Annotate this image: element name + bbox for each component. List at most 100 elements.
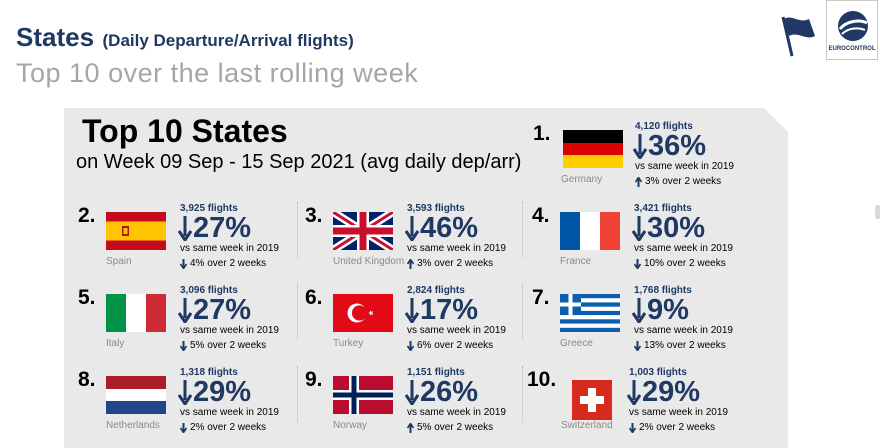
country-name: Norway [333, 420, 367, 431]
country-name: Turkey [333, 338, 364, 349]
down-arrow-icon [632, 298, 646, 323]
state-entry: 7. Greece 1,768 flights 9% vs same week … [532, 285, 752, 366]
rank-number: 10. [527, 368, 557, 391]
two-week-text: 3% over 2 weeks [645, 176, 722, 187]
norway-flag-icon [333, 376, 393, 419]
rank-number: 9. [305, 368, 323, 391]
percent-change: 29% [627, 377, 700, 407]
rank-number: 8. [78, 368, 96, 391]
flights-count: 3,593 flights [407, 203, 465, 214]
logo-text: EUROCONTROL [828, 46, 876, 52]
comparison-label: vs same week in 2019 [629, 407, 728, 418]
divider [297, 202, 299, 258]
percent-value: 17% [420, 294, 479, 326]
down-arrow-icon [407, 340, 414, 351]
divider [297, 284, 299, 340]
uk-flag-icon [330, 208, 396, 255]
flights-count: 3,421 flights [634, 203, 692, 214]
percent-change: 9% [632, 295, 689, 325]
down-arrow-icon [180, 340, 187, 351]
switzerland-flag-icon [572, 380, 612, 425]
down-arrow-icon [405, 380, 419, 405]
state-entry: 6. Turkey 2,824 flights 17% vs same week… [305, 285, 525, 366]
greece-flag-icon [560, 294, 620, 337]
panel-title: Top 10 States [82, 113, 288, 149]
down-arrow-icon [178, 380, 192, 405]
country-name: Greece [560, 338, 593, 349]
state-entry: 3. United Kingdom 3,593 flights 46% vs s… [305, 203, 525, 284]
turkey-flag-icon [333, 294, 393, 337]
two-week-text: 13% over 2 weeks [644, 340, 726, 351]
italy-flag-icon [106, 294, 166, 337]
two-week-change: 3% over 2 weeks [407, 258, 493, 269]
divider [522, 284, 524, 340]
comparison-label: vs same week in 2019 [180, 243, 279, 254]
two-week-change: 2% over 2 weeks [180, 422, 266, 433]
percent-value: 29% [193, 376, 252, 408]
down-arrow-icon [629, 422, 636, 433]
flights-count: 2,824 flights [407, 285, 465, 296]
flights-count: 4,120 flights [635, 121, 693, 132]
percent-value: 36% [648, 130, 707, 162]
two-week-change: 10% over 2 weeks [634, 258, 726, 269]
down-arrow-icon [180, 422, 187, 433]
down-arrow-icon [405, 216, 419, 241]
down-arrow-icon [632, 216, 646, 241]
up-arrow-icon [407, 258, 414, 269]
state-entry: 4. France 3,421 flights 30% vs same week… [532, 203, 752, 284]
state-entry: 9. Norway 1,151 flights 26% vs same week… [305, 367, 525, 448]
flights-count: 3,925 flights [180, 203, 238, 214]
germany-flag-icon [563, 130, 623, 173]
comparison-label: vs same week in 2019 [180, 325, 279, 336]
comparison-label: vs same week in 2019 [635, 161, 734, 172]
country-name: United Kingdom [333, 256, 405, 267]
rank-number: 2. [78, 204, 96, 227]
down-arrow-icon [634, 258, 641, 269]
percent-value: 29% [642, 376, 701, 408]
page-title-main: States [16, 22, 95, 52]
divider [297, 366, 299, 422]
percent-change: 30% [632, 213, 705, 243]
country-name: Germany [561, 174, 603, 185]
percent-value: 9% [647, 294, 689, 326]
country-name: Switzerland [561, 420, 613, 431]
two-week-change: 13% over 2 weeks [634, 340, 726, 351]
spain-flag-icon [106, 212, 166, 255]
down-arrow-icon [405, 298, 419, 323]
two-week-text: 4% over 2 weeks [190, 258, 267, 269]
two-week-change: 2% over 2 weeks [629, 422, 715, 433]
netherlands-flag-icon [106, 376, 166, 419]
comparison-label: vs same week in 2019 [634, 325, 733, 336]
two-week-change: 4% over 2 weeks [180, 258, 266, 269]
down-arrow-icon [178, 216, 192, 241]
percent-change: 36% [633, 131, 706, 161]
divider [522, 202, 524, 258]
flights-count: 1,768 flights [634, 285, 692, 296]
percent-value: 30% [647, 212, 706, 244]
page-title-note: (Daily Departure/Arrival flights) [102, 31, 354, 50]
flights-count: 1,318 flights [180, 367, 238, 378]
comparison-label: vs same week in 2019 [180, 407, 279, 418]
percent-change: 27% [178, 213, 251, 243]
rank-number: 5. [78, 286, 96, 309]
country-name: Italy [106, 338, 125, 349]
comparison-label: vs same week in 2019 [634, 243, 733, 254]
page-title: States (Daily Departure/Arrival flights) [16, 22, 354, 53]
percent-change: 26% [405, 377, 478, 407]
two-week-text: 5% over 2 weeks [190, 340, 267, 351]
eurocontrol-logo-icon [838, 11, 868, 41]
rank-number: 7. [532, 286, 550, 309]
two-week-text: 5% over 2 weeks [417, 422, 494, 433]
state-entry: 2. Spain 3,925 flights 27% vs same week … [78, 203, 298, 284]
country-name: France [560, 256, 592, 267]
down-arrow-icon [178, 298, 192, 323]
percent-value: 26% [420, 376, 479, 408]
rank-number: 6. [305, 286, 323, 309]
eurocontrol-logo: EUROCONTROL [826, 0, 878, 60]
up-arrow-icon [635, 176, 642, 187]
two-week-change: 5% over 2 weeks [180, 340, 266, 351]
up-arrow-icon [407, 422, 414, 433]
scroll-indicator [875, 205, 880, 219]
rank-number: 1. [533, 122, 551, 145]
divider [522, 366, 524, 422]
